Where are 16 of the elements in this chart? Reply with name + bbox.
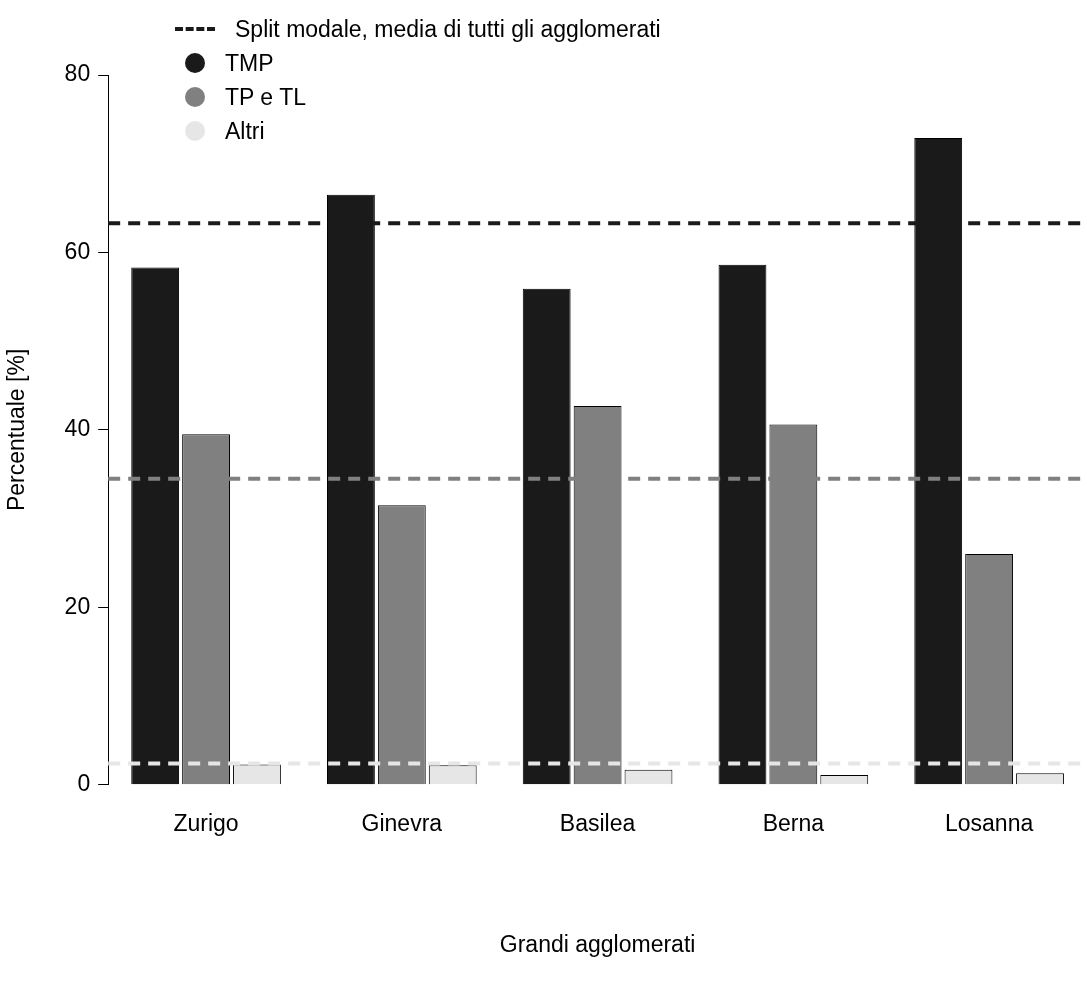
y-tick-label: 0 <box>77 770 91 797</box>
y-tick-label: 60 <box>64 237 91 264</box>
y-tick-label: 80 <box>64 60 91 87</box>
x-tick-label: Basilea <box>559 809 636 836</box>
x-tick-label: Ginevra <box>361 809 443 836</box>
y-tick-label: 20 <box>64 592 91 619</box>
legend-label: TMP <box>225 49 274 77</box>
x-tick-label: Losanna <box>944 809 1034 836</box>
legend-label: TP e TL <box>225 83 306 111</box>
y-tick-label: 40 <box>64 415 91 442</box>
y-axis-title: Percentuale [%] <box>3 348 30 512</box>
legend-label: Altri <box>225 117 265 145</box>
legend-label: Split modale, media di tutti gli agglomerati <box>235 15 661 43</box>
x-axis-title: Grandi agglomerati <box>499 930 696 957</box>
x-tick-label: Zurigo <box>173 809 239 836</box>
x-tick-label: Berna <box>762 809 825 836</box>
